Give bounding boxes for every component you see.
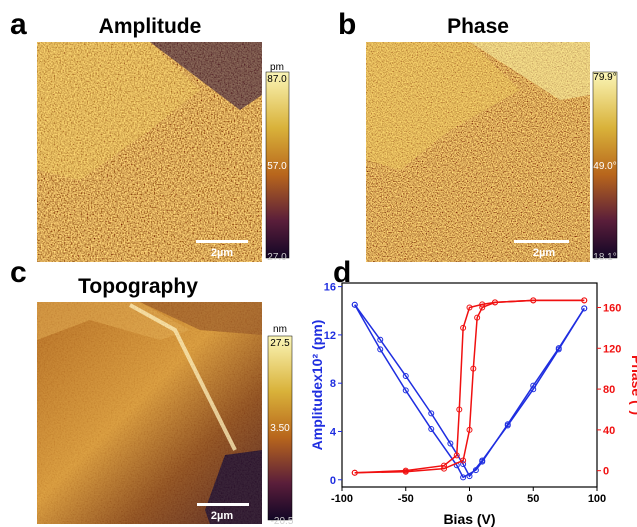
data-point [460,457,467,464]
scale-bar [197,503,249,506]
data-point [479,458,486,465]
data-point [555,345,562,352]
y2-tick-label: 40 [603,425,615,437]
data-point [402,387,409,394]
colorbar-unit: nm [273,324,287,335]
plot-frame [341,282,598,488]
data-point [472,467,479,474]
scale-bar [196,240,248,243]
colorbar-label: -20.5 [271,516,294,527]
colorbar-label: 87.0 [267,74,287,85]
scale-bar-label: 2µm [211,510,233,522]
y-tick-label: 8 [330,378,336,390]
series-line [354,299,585,474]
y-axis-label: Amplitudex10² (pm) [309,320,325,451]
data-point [581,305,588,312]
topography-image [37,302,262,524]
data-point [456,406,463,413]
data-point [441,462,447,469]
data-point [402,372,409,379]
data-point [581,297,588,304]
y-tick-label: 4 [330,426,337,438]
colorbar-label: 27.0 [267,252,287,263]
data-point [447,440,454,447]
y2-tick-label: 0 [603,466,609,478]
panel-title: Topography [78,275,198,298]
data-point [428,426,435,433]
colorbar [265,71,290,259]
colorbar-label: 57.0 [267,161,287,172]
x-axis-label: Bias (V) [443,511,495,527]
data-point [504,421,511,428]
data-point [530,382,537,389]
data-point [470,365,477,372]
scale-bar-label: 2µm [211,247,233,259]
y-tick-label: 12 [324,330,336,342]
x-tick-label: 100 [588,493,606,505]
data-point [530,297,537,304]
x-tick-label: -50 [398,493,414,505]
y-tick-label: 16 [324,282,336,294]
x-tick-label: -100 [331,493,353,505]
colorbar-label: 79.9° [593,72,616,83]
data-point [474,314,481,321]
colorbar [267,335,293,521]
data-point [351,301,358,308]
data-point [466,426,473,433]
series-line [354,304,585,478]
series-line [354,304,585,479]
colorbar-label: 49.0° [593,161,616,172]
y2-tick-label: 80 [603,384,615,396]
data-point [466,304,473,311]
colorbar-unit: pm [270,62,284,73]
data-point [377,346,384,353]
y2-axis-label: Phase (°) [629,355,637,415]
colorbar-label: 18.1° [593,252,616,263]
colorbar-label: 27.5 [270,338,290,349]
data-point [492,299,498,306]
data-point [460,461,467,468]
panel-letter: b [338,8,356,41]
x-tick-label: 0 [466,493,472,505]
y2-tick-label: 120 [603,343,621,355]
colorbar-label: 3.50 [270,423,290,434]
panel-title: Phase [447,15,509,38]
colorbar [592,71,618,259]
phase-image [366,42,590,262]
panel-letter: a [10,8,27,41]
data-point [479,301,486,308]
data-point [460,324,467,331]
y2-tick-label: 160 [603,302,621,314]
scale-bar-label: 2µm [533,247,555,259]
data-point [460,474,467,481]
y-tick-label: 0 [330,475,336,487]
panel-letter: d [333,256,351,289]
data-point [377,336,384,343]
data-point [453,452,460,459]
data-point [351,469,358,476]
panel-letter: c [10,256,27,289]
data-point [402,467,409,474]
data-point [428,410,435,417]
series-line [354,299,585,474]
scale-bar [514,240,569,243]
x-tick-label: 50 [527,493,539,505]
panel-title: Amplitude [99,15,202,38]
amplitude-image [37,42,262,262]
